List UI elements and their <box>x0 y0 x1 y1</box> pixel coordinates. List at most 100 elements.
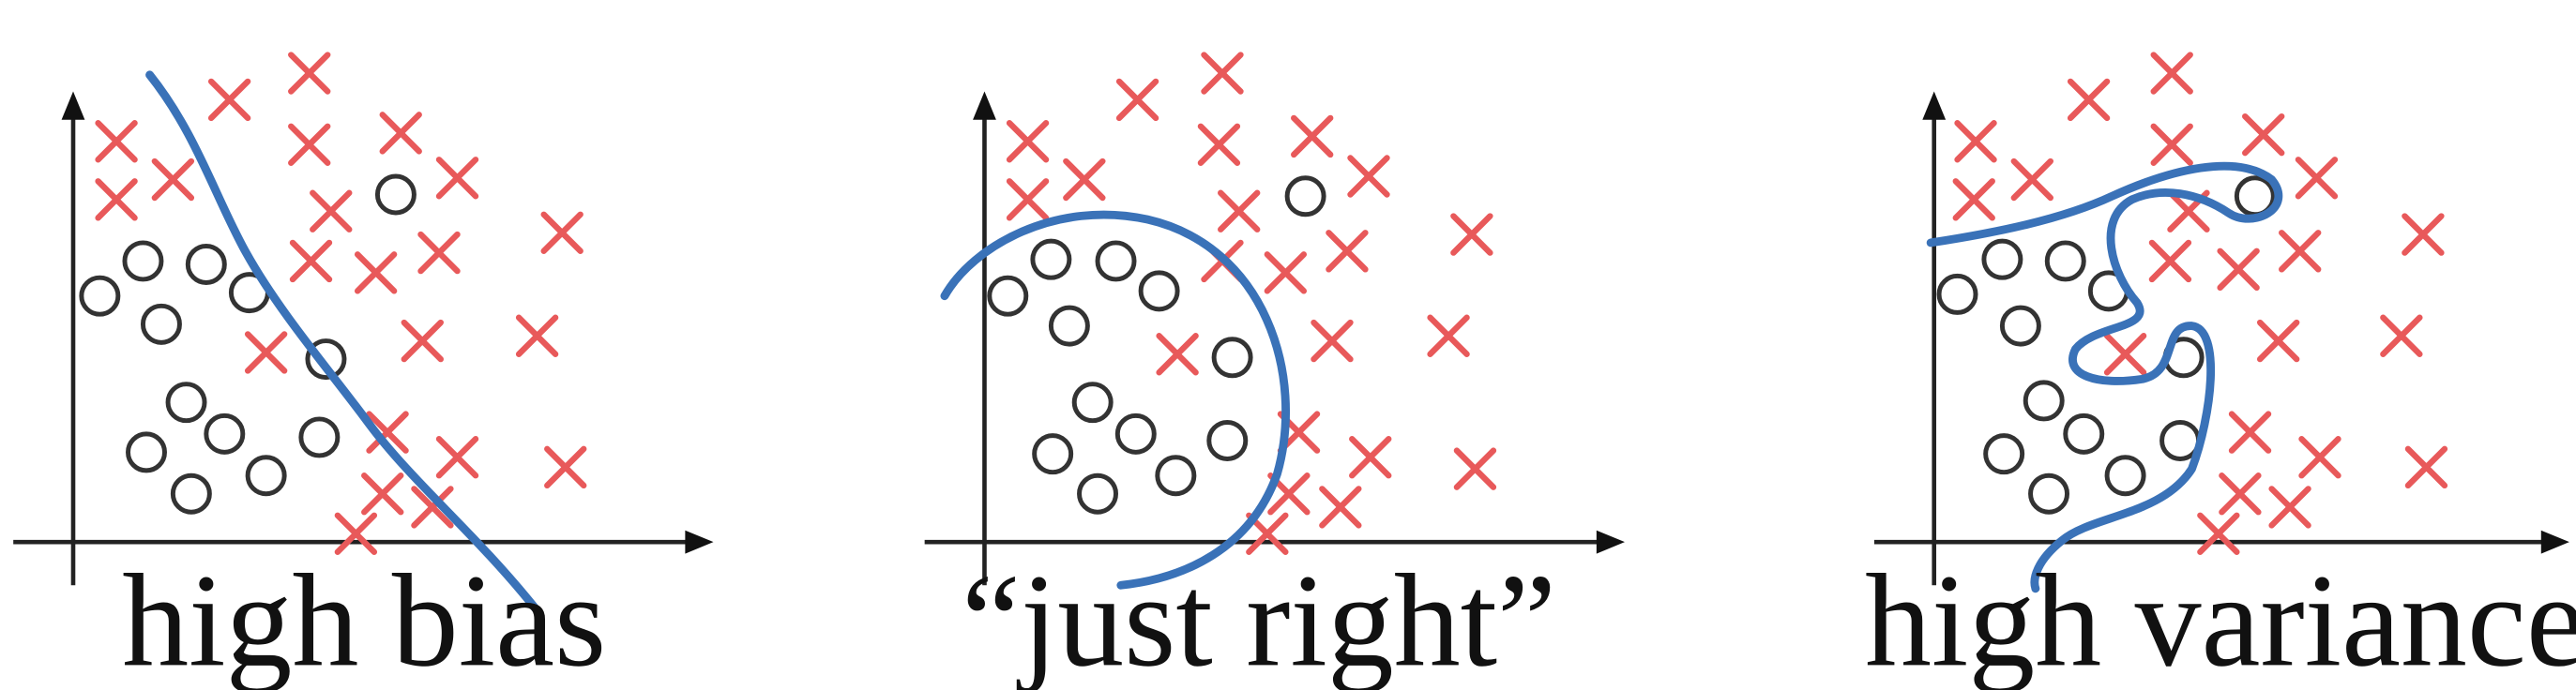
cross-point <box>1291 114 1334 158</box>
panel-just-right: “just right” <box>924 52 1625 690</box>
circle-point <box>1211 337 1253 379</box>
cross-points <box>1952 52 2448 555</box>
cross-point <box>1326 230 1369 273</box>
circle-point <box>1206 419 1249 461</box>
circle-point <box>1095 240 1137 282</box>
circle-points <box>987 175 1326 515</box>
cross-point <box>2402 213 2445 256</box>
cross-point <box>95 120 138 163</box>
cross-point <box>379 112 422 155</box>
circle-point <box>122 240 164 282</box>
cross-points <box>95 52 587 555</box>
cross-point <box>2298 436 2341 479</box>
circle-point <box>126 431 167 473</box>
circle-point <box>1030 238 1072 280</box>
cross-point <box>366 411 409 454</box>
cross-point <box>1264 251 1308 294</box>
circle-point <box>1138 270 1180 312</box>
cross-point <box>540 211 583 254</box>
cross-point <box>207 78 251 122</box>
cross-point <box>1349 436 1392 479</box>
cross-point <box>2242 112 2285 157</box>
circle-point <box>305 338 347 381</box>
circle-point <box>987 275 1029 317</box>
panel-high-variance: high variance <box>1865 52 2576 690</box>
cross-point <box>1347 155 1390 198</box>
cross-point <box>544 445 587 489</box>
cross-point <box>2404 445 2448 489</box>
cross-point <box>1450 213 1493 256</box>
cross-point <box>1427 314 1470 357</box>
circle-point <box>1999 305 2041 347</box>
y-axis-arrowhead <box>61 91 85 120</box>
cross-point <box>411 486 454 529</box>
cross-point <box>1319 486 1362 529</box>
circle-point <box>170 472 212 515</box>
cross-point <box>2150 123 2193 166</box>
cross-point <box>2256 319 2300 363</box>
cross-point <box>95 178 138 221</box>
cross-point <box>361 472 404 516</box>
cross-point <box>401 319 444 363</box>
x-axis-arrowhead <box>1596 530 1625 554</box>
circle-point <box>1936 273 1978 315</box>
circle-point <box>2044 240 2086 282</box>
cross-point <box>2217 248 2260 292</box>
x-axis-arrowhead <box>2540 530 2569 554</box>
cross-point <box>515 314 559 357</box>
circle-point <box>298 416 341 458</box>
decision-boundary-line <box>145 70 540 613</box>
cross-point <box>2228 411 2272 454</box>
cross-point <box>288 52 331 95</box>
circle-point <box>1071 382 1114 424</box>
cross-point <box>2150 52 2193 95</box>
cross-point <box>2067 78 2111 122</box>
circle-point <box>2023 380 2065 422</box>
circle-points <box>79 173 417 515</box>
circle-point <box>2028 472 2070 515</box>
cross-point <box>244 331 288 374</box>
cross-point <box>1453 447 1497 490</box>
circle-point <box>2063 412 2105 455</box>
circle-point <box>245 455 287 497</box>
cross-point <box>310 189 353 232</box>
caption-just-right: “just right” <box>962 547 1556 690</box>
cross-point <box>1311 319 1354 363</box>
x-axis-arrowhead <box>685 530 714 554</box>
cross-point <box>289 239 333 283</box>
cross-points <box>1006 52 1497 555</box>
caption-high-variance: high variance <box>1865 547 2576 690</box>
circle-point <box>1114 412 1157 455</box>
cross-point <box>354 251 398 294</box>
circle-point <box>1048 305 1090 347</box>
panel-high-bias: high bias <box>13 52 714 690</box>
cross-point <box>2279 230 2322 273</box>
cross-point <box>2380 314 2423 357</box>
decision-boundary-wiggly <box>1926 161 2283 593</box>
circle-points <box>1936 175 2276 515</box>
cross-point <box>2295 157 2339 200</box>
cross-point <box>2268 486 2311 529</box>
decision-boundary-curve <box>940 210 1291 590</box>
circle-point <box>2104 455 2146 497</box>
cross-point <box>1006 178 1050 221</box>
circle-point <box>79 275 121 317</box>
cross-point <box>2197 512 2240 555</box>
cross-point <box>1006 120 1050 163</box>
cross-point <box>2103 333 2147 376</box>
cross-point <box>2148 239 2192 283</box>
circle-point <box>1284 175 1326 218</box>
cross-point <box>435 436 479 479</box>
circle-point <box>165 382 207 424</box>
circle-point <box>1032 433 1074 475</box>
cross-point <box>2010 158 2053 202</box>
cross-point <box>1201 52 1244 95</box>
circle-point <box>1077 472 1119 515</box>
circle-point <box>1983 433 2025 475</box>
circle-point <box>1981 238 2023 280</box>
caption-high-bias: high bias <box>122 547 606 690</box>
cross-point <box>1063 158 1106 202</box>
cross-point <box>288 123 331 166</box>
circle-point <box>1155 455 1197 497</box>
